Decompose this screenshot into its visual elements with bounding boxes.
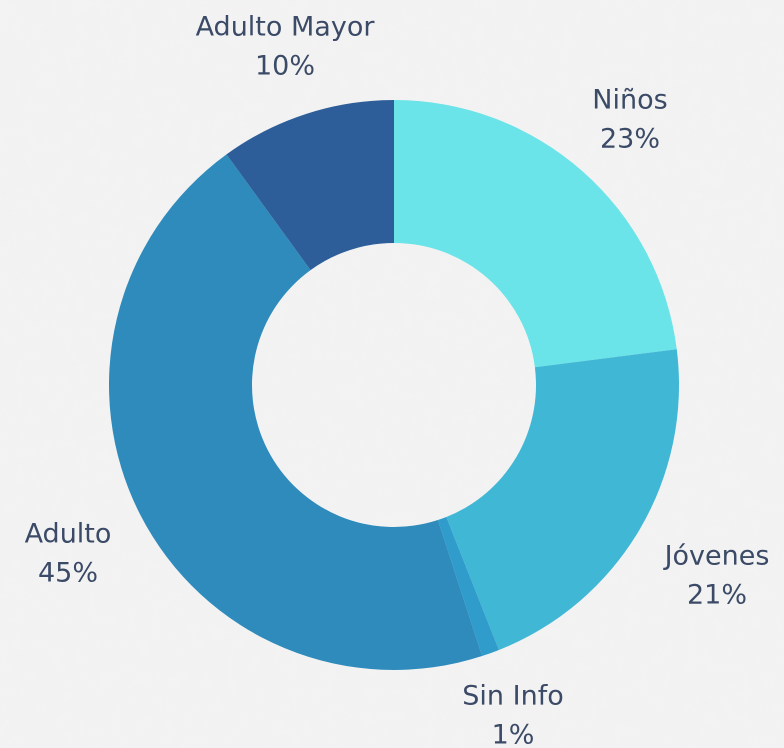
slice-value-label: 23% <box>600 124 660 155</box>
slice <box>394 100 677 368</box>
slice-value-label: 1% <box>492 720 535 748</box>
slice-value-label: 10% <box>255 51 315 82</box>
slice-label: Sin Info <box>462 681 563 712</box>
slice-value-label: 45% <box>38 558 98 589</box>
slice-label: Niños <box>592 85 667 116</box>
slice <box>108 154 483 670</box>
slice <box>437 517 499 657</box>
slice <box>226 100 394 271</box>
slice-label: Jóvenes <box>663 541 770 572</box>
slice-label: Adulto Mayor <box>196 12 376 43</box>
slice-value-label: 21% <box>687 580 747 611</box>
slice <box>446 349 679 650</box>
slice-label: Adulto <box>25 519 112 550</box>
